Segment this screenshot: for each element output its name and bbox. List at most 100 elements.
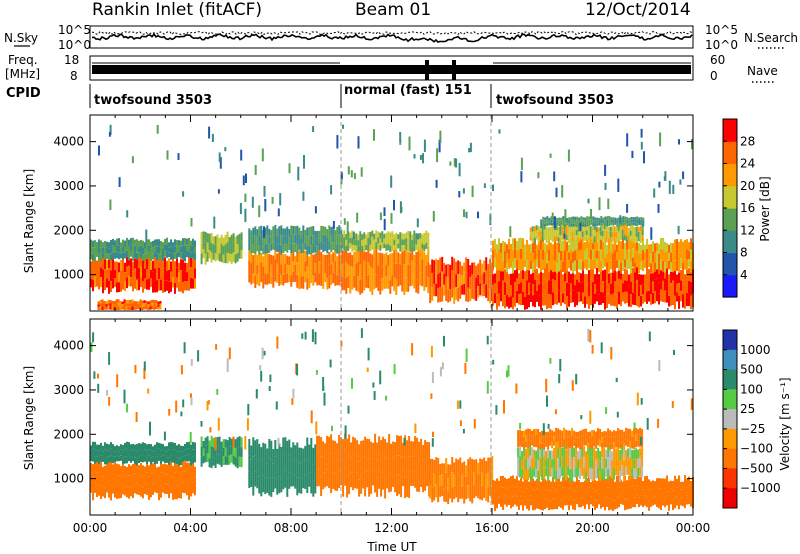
velocity-cell xyxy=(531,458,534,470)
power-cell xyxy=(252,236,255,245)
velocity-cell xyxy=(426,441,429,457)
velocity-cell xyxy=(150,485,152,498)
power-cell xyxy=(560,260,562,270)
velocity-cell xyxy=(370,459,373,477)
power-cell xyxy=(465,272,468,287)
velocity-cell xyxy=(98,444,100,452)
power-cell xyxy=(300,252,303,265)
velocity-cell-sparse xyxy=(456,400,459,409)
power-cell xyxy=(504,282,506,296)
power-cell xyxy=(377,231,380,238)
velocity-cell xyxy=(557,428,560,435)
velocity-cell xyxy=(366,455,369,472)
power-cell xyxy=(156,253,158,261)
power-cell xyxy=(141,303,144,307)
power-cell xyxy=(284,228,287,236)
velocity-cell xyxy=(96,456,98,462)
power-cell xyxy=(461,285,464,295)
power-cell xyxy=(598,217,601,221)
velocity-cell xyxy=(190,485,192,497)
velocity-cell-sparse xyxy=(269,374,272,383)
velocity-cell xyxy=(485,461,488,475)
velocity-cell xyxy=(559,435,562,442)
power-cell xyxy=(608,237,610,250)
power-cell xyxy=(606,216,609,220)
power-cell xyxy=(592,282,594,295)
velocity-cell xyxy=(560,499,562,508)
power-cell xyxy=(512,285,514,298)
power-cell xyxy=(318,243,321,250)
power-cell xyxy=(662,270,664,281)
velocity-cell xyxy=(431,473,434,488)
power-cell xyxy=(508,274,510,286)
velocity-cell xyxy=(284,454,287,471)
power-cell xyxy=(286,264,289,274)
power-cell xyxy=(548,294,550,308)
velocity-cell xyxy=(637,440,640,447)
velocity-cell xyxy=(290,460,293,474)
velocity-cell xyxy=(124,456,126,464)
power-cell xyxy=(610,283,612,295)
power-cell xyxy=(405,232,408,239)
velocity-cell xyxy=(680,489,682,498)
power-cell xyxy=(567,232,570,238)
velocity-colorbar-swatch xyxy=(723,448,737,469)
velocity-cell xyxy=(380,440,383,459)
power-cell xyxy=(638,220,641,223)
velocity-cell xyxy=(469,471,472,487)
velocity-cell xyxy=(130,450,132,457)
power-cell xyxy=(391,275,394,287)
power-cell xyxy=(642,220,645,224)
velocity-cell xyxy=(386,457,389,473)
power-cell xyxy=(284,243,287,252)
power-cell xyxy=(107,306,110,310)
velocity-cell xyxy=(394,442,397,459)
velocity-cell xyxy=(609,430,612,437)
power-cell xyxy=(529,227,532,232)
velocity-cell xyxy=(260,463,263,480)
velocity-cell xyxy=(180,452,182,459)
power-cell xyxy=(155,300,158,304)
power-cell xyxy=(411,234,414,241)
velocity-cell xyxy=(174,443,176,450)
power-cell xyxy=(138,256,140,268)
power-cell xyxy=(582,220,585,224)
power-cell xyxy=(282,275,285,286)
velocity-cell xyxy=(130,486,132,497)
power-cell xyxy=(264,227,267,237)
power-cell xyxy=(351,230,354,238)
power-cell xyxy=(662,249,664,261)
power-cell xyxy=(330,254,333,265)
power-cell xyxy=(570,293,572,303)
velocity-cell xyxy=(469,486,472,502)
velocity-cell-sparse xyxy=(291,398,294,405)
velocity-cell xyxy=(605,431,608,437)
power-cell xyxy=(595,226,598,232)
velocity-cell xyxy=(567,436,570,442)
power-cell xyxy=(130,258,132,268)
velocity-cell xyxy=(192,461,194,473)
velocity-cell xyxy=(680,497,682,506)
velocity-cell xyxy=(638,497,640,508)
power-cell xyxy=(166,260,168,271)
power-cell xyxy=(635,232,638,238)
velocity-cell xyxy=(164,473,166,484)
power-cell xyxy=(150,254,152,262)
power-cell xyxy=(212,244,215,252)
power-cell xyxy=(415,279,418,293)
power-cell xyxy=(581,237,584,243)
velocity-cell xyxy=(609,447,612,457)
power-cell xyxy=(413,254,416,267)
velocity-cell xyxy=(629,457,632,470)
power-cell xyxy=(391,231,394,238)
velocity-cell xyxy=(682,498,684,507)
power-cell xyxy=(662,260,664,273)
power-cell xyxy=(650,244,652,254)
power-cell xyxy=(284,263,287,274)
power-cell xyxy=(361,234,364,240)
power-cell xyxy=(186,272,188,282)
power-cell xyxy=(461,275,464,285)
power-cell xyxy=(425,230,428,237)
power-cell xyxy=(168,281,170,294)
power-cell xyxy=(581,225,584,232)
